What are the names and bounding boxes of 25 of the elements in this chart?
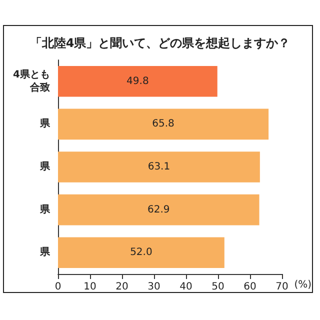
- y-tick-label: 県: [39, 246, 51, 258]
- x-tick-label: 0: [54, 282, 62, 292]
- x-tick-label: 10: [84, 282, 96, 292]
- data-label: 49.8: [126, 76, 149, 87]
- chart-title: 「北陸4県」と聞いて、どの県を想起しますか？: [30, 36, 290, 50]
- bar: [58, 66, 218, 97]
- y-tick-label: 県: [39, 118, 51, 130]
- data-label: 62.9: [148, 204, 170, 216]
- y-tick-label: 県: [39, 203, 51, 216]
- bar: [58, 237, 224, 268]
- data-label: 63.1: [148, 162, 170, 172]
- bar: [58, 108, 269, 140]
- data-label: 52.0: [130, 247, 152, 258]
- bar: [58, 194, 260, 226]
- x-axis-title: (%): [294, 280, 312, 290]
- y-tick-label: 県: [39, 160, 51, 172]
- y-tick-label: 4県とも合致: [13, 68, 50, 94]
- x-tick-label: 60: [244, 282, 256, 292]
- bar: [58, 152, 260, 182]
- data-label: 65.8: [152, 118, 174, 130]
- x-tick-label: 20: [116, 282, 128, 292]
- x-tick-label: 70: [276, 282, 288, 292]
- x-tick-label: 30: [148, 282, 160, 292]
- x-tick-label: 50: [212, 282, 224, 292]
- x-tick-label: 40: [180, 282, 192, 292]
